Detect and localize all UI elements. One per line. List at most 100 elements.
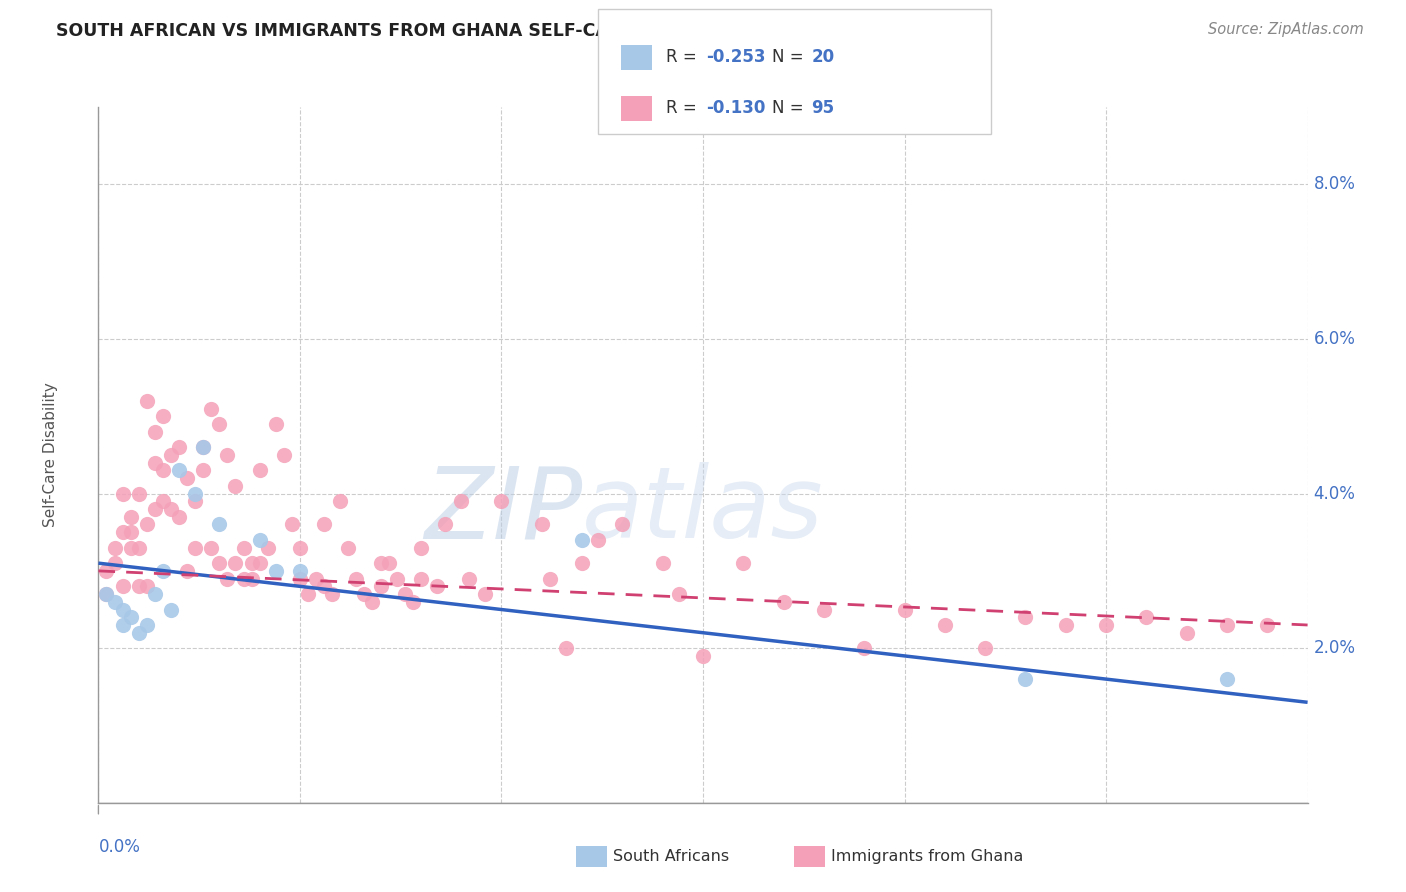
Point — [143, 456, 166, 470]
Point — [176, 471, 198, 485]
Point — [120, 525, 142, 540]
Point — [651, 556, 673, 570]
Point — [288, 572, 311, 586]
Point — [434, 517, 457, 532]
Point — [1216, 672, 1239, 686]
Point — [273, 448, 295, 462]
Point — [1175, 625, 1198, 640]
Point — [167, 440, 190, 454]
Point — [208, 556, 231, 570]
Point — [217, 572, 239, 586]
Point — [394, 587, 416, 601]
Point — [152, 409, 174, 424]
Point — [200, 401, 222, 416]
Text: 4.0%: 4.0% — [1313, 484, 1355, 502]
Point — [96, 587, 118, 601]
Point — [249, 533, 271, 547]
Point — [111, 602, 134, 616]
Point — [232, 541, 254, 555]
Point — [167, 509, 190, 524]
Text: N =: N = — [772, 100, 808, 118]
Point — [571, 556, 593, 570]
Point — [934, 618, 956, 632]
Point — [128, 541, 150, 555]
Point — [893, 602, 915, 616]
Point — [426, 579, 449, 593]
Point — [1095, 618, 1118, 632]
Point — [264, 417, 287, 431]
Point — [143, 502, 166, 516]
Point — [143, 425, 166, 439]
Point — [571, 533, 593, 547]
Point — [385, 572, 408, 586]
Point — [409, 572, 432, 586]
Point — [128, 625, 150, 640]
Point — [491, 494, 513, 508]
Point — [288, 541, 311, 555]
Point — [200, 541, 222, 555]
Point — [96, 587, 118, 601]
Point — [103, 595, 125, 609]
Point — [135, 579, 157, 593]
Point — [297, 587, 319, 601]
Text: SOUTH AFRICAN VS IMMIGRANTS FROM GHANA SELF-CARE DISABILITY CORRELATION CHART: SOUTH AFRICAN VS IMMIGRANTS FROM GHANA S… — [56, 22, 965, 40]
Point — [167, 463, 190, 477]
Point — [555, 641, 578, 656]
Point — [152, 564, 174, 578]
Text: -0.130: -0.130 — [706, 100, 765, 118]
Point — [184, 494, 207, 508]
Point — [249, 556, 271, 570]
Point — [135, 517, 157, 532]
Point — [329, 494, 352, 508]
Point — [1014, 672, 1036, 686]
Text: R =: R = — [666, 48, 703, 66]
Point — [184, 486, 207, 500]
Point — [1216, 618, 1239, 632]
Point — [152, 494, 174, 508]
Point — [264, 564, 287, 578]
Text: R =: R = — [666, 100, 703, 118]
Text: Immigrants from Ghana: Immigrants from Ghana — [831, 849, 1024, 863]
Point — [111, 618, 134, 632]
Text: 95: 95 — [811, 100, 834, 118]
Point — [813, 602, 835, 616]
Point — [128, 486, 150, 500]
Text: Self-Care Disability: Self-Care Disability — [42, 383, 58, 527]
Point — [224, 556, 246, 570]
Point — [103, 541, 125, 555]
Point — [474, 587, 496, 601]
Point — [103, 556, 125, 570]
Point — [1054, 618, 1077, 632]
Point — [217, 448, 239, 462]
Point — [184, 541, 207, 555]
Point — [152, 463, 174, 477]
Text: ZIP: ZIP — [423, 462, 582, 559]
Point — [208, 417, 231, 431]
Point — [337, 541, 360, 555]
Text: South Africans: South Africans — [613, 849, 730, 863]
Point — [361, 595, 384, 609]
Text: 20: 20 — [811, 48, 834, 66]
Text: 2.0%: 2.0% — [1313, 640, 1355, 657]
Point — [530, 517, 553, 532]
Point — [224, 479, 246, 493]
Point — [1014, 610, 1036, 624]
Point — [232, 572, 254, 586]
Text: N =: N = — [772, 48, 808, 66]
Point — [193, 440, 215, 454]
Point — [160, 602, 183, 616]
Point — [692, 648, 714, 663]
Point — [120, 610, 142, 624]
Point — [305, 572, 328, 586]
Point — [120, 509, 142, 524]
Point — [772, 595, 794, 609]
Point — [402, 595, 425, 609]
Point — [143, 587, 166, 601]
Point — [1135, 610, 1157, 624]
Point — [314, 517, 336, 532]
Point — [249, 463, 271, 477]
Point — [128, 579, 150, 593]
Point — [288, 564, 311, 578]
Point — [668, 587, 690, 601]
Point — [160, 502, 183, 516]
